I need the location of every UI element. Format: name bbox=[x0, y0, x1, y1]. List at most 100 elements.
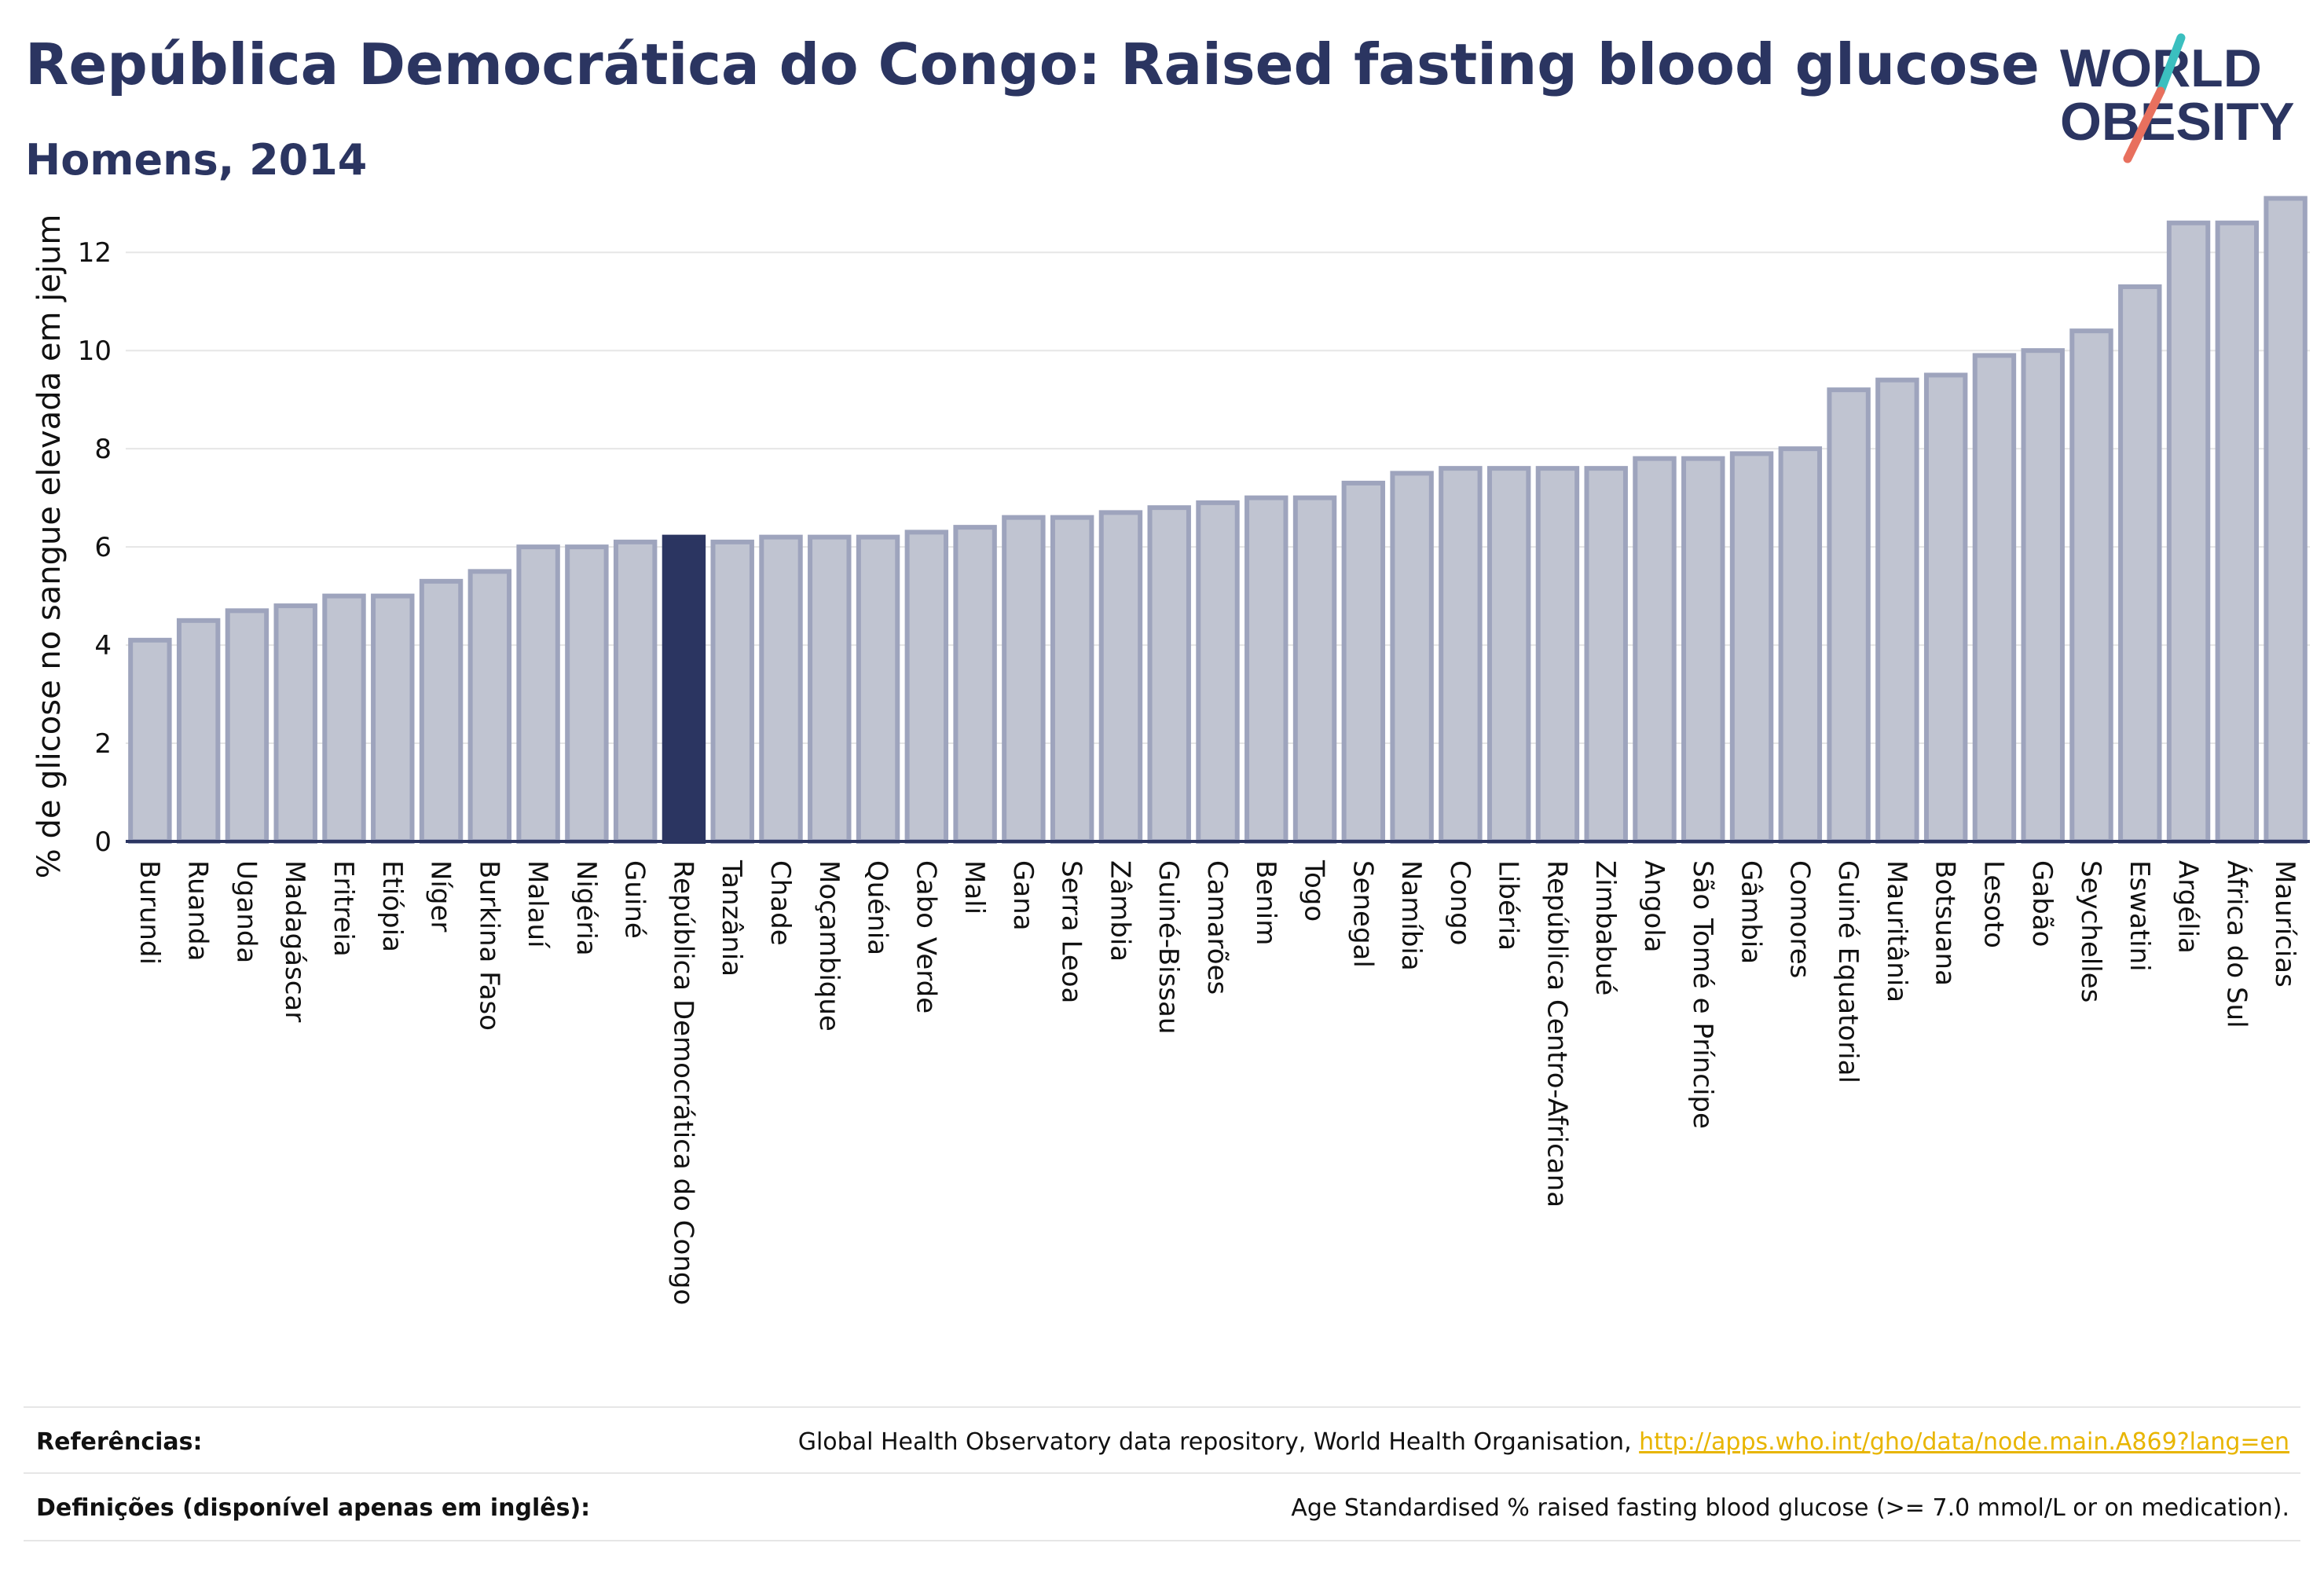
bars bbox=[128, 196, 2308, 845]
x-tick-label: São Tomé e Príncipe bbox=[1687, 860, 1718, 1129]
x-tick-label: Mauritânia bbox=[1881, 860, 1912, 1002]
bar bbox=[2264, 196, 2308, 845]
x-tick-label: Gabão bbox=[2026, 860, 2058, 947]
bar bbox=[1147, 505, 1191, 844]
x-tick-label: Lesoto bbox=[1978, 860, 2009, 948]
x-tick-label: Zâmbia bbox=[1104, 860, 1135, 962]
x-tick-label: Seychelles bbox=[2075, 860, 2106, 1002]
bar bbox=[856, 534, 900, 844]
bar bbox=[128, 637, 172, 845]
x-tick-label: Quénia bbox=[862, 860, 893, 955]
bar bbox=[322, 593, 366, 844]
bar bbox=[613, 539, 658, 845]
definitions-value: Age Standardised % raised fasting blood … bbox=[1291, 1494, 2289, 1522]
x-tick-label: Gâmbia bbox=[1736, 860, 1767, 964]
x-tick-label: Ruanda bbox=[182, 860, 214, 961]
bar bbox=[467, 569, 512, 844]
bar bbox=[1535, 466, 1580, 845]
references-text: Global Health Observatory data repositor… bbox=[797, 1428, 1640, 1456]
bar bbox=[273, 603, 317, 844]
y-tick-label: 0 bbox=[94, 826, 112, 858]
x-tick-label: Serra Leoa bbox=[1056, 860, 1087, 1003]
bar bbox=[1681, 456, 1725, 844]
bar bbox=[1050, 515, 1094, 845]
x-tick-label: Malauí bbox=[522, 860, 553, 949]
x-tick-label: Senegal bbox=[1347, 860, 1378, 968]
bar bbox=[1778, 446, 1823, 844]
bar bbox=[1390, 471, 1434, 844]
x-tick-label: Guiné bbox=[619, 860, 651, 939]
bar bbox=[1486, 466, 1531, 845]
bar bbox=[1633, 456, 1677, 844]
x-tick-label: Tanzânia bbox=[716, 859, 747, 977]
bar bbox=[2118, 284, 2162, 844]
x-tick-label: Cabo Verde bbox=[910, 860, 941, 1013]
x-tick-labels: Burundi Ruanda Uganda Madagáscar Eritreia Eti… bbox=[134, 859, 2300, 1305]
y-tick-label: 6 bbox=[94, 532, 112, 563]
chart-title: República Democrática do Congo: Raised f… bbox=[25, 31, 2040, 97]
x-tick-label: Congo bbox=[1444, 860, 1475, 945]
bar bbox=[1875, 377, 1919, 844]
x-tick-label: Gana bbox=[1007, 860, 1039, 931]
y-axis-title: % de glicose no sangue elevada em jejum bbox=[31, 214, 68, 879]
x-tick-label: Eritreia bbox=[328, 860, 359, 957]
y-tick-label: 12 bbox=[78, 237, 112, 269]
x-tick-label: Chade bbox=[764, 860, 796, 946]
logo-slash-top bbox=[2156, 33, 2186, 96]
x-tick-label: Nigéria bbox=[570, 860, 602, 956]
bar bbox=[1923, 372, 1968, 844]
x-tick-label: Botsuana bbox=[1930, 860, 1961, 986]
bar bbox=[1098, 510, 1143, 844]
x-tick-label: Burundi bbox=[134, 860, 165, 965]
x-tick-label: Camarões bbox=[1201, 860, 1233, 995]
y-tick-label: 4 bbox=[94, 630, 112, 662]
logo-slash-bottom bbox=[2123, 86, 2165, 163]
x-tick-label: República Democrática do Congo bbox=[667, 860, 698, 1305]
bar bbox=[1972, 353, 2017, 844]
bar bbox=[1292, 495, 1337, 844]
bar bbox=[2166, 220, 2211, 845]
references-label: Referências: bbox=[36, 1428, 203, 1456]
y-tick-label: 2 bbox=[94, 728, 112, 760]
x-tick-label: Mali bbox=[959, 860, 990, 914]
bar bbox=[904, 530, 949, 844]
x-tick-label: África do Sul bbox=[2220, 860, 2253, 1028]
bar bbox=[565, 544, 609, 844]
y-tick-label: 8 bbox=[94, 434, 112, 465]
y-tick-label: 10 bbox=[78, 335, 112, 367]
references-link[interactable]: http://apps.who.int/gho/data/node.main.A… bbox=[1639, 1428, 2289, 1456]
x-tick-label: Argélia bbox=[2172, 860, 2204, 954]
x-tick-label: Guiné-Bissau bbox=[1153, 860, 1184, 1034]
world-obesity-logo: WORLD OBESITY bbox=[2060, 33, 2295, 163]
bar bbox=[953, 525, 997, 844]
x-tick-label: Libéria bbox=[1493, 860, 1524, 951]
bar bbox=[808, 534, 852, 844]
bar bbox=[176, 618, 221, 844]
x-tick-label: Níger bbox=[425, 860, 456, 932]
bar bbox=[225, 608, 269, 844]
bar bbox=[1827, 387, 1871, 845]
bar bbox=[1439, 466, 1483, 845]
logo-word-obesity: OBESITY bbox=[2060, 92, 2295, 152]
x-tick-label: Benim bbox=[1250, 860, 1281, 945]
y-tick-labels: 0 2 4 6 8 10 12 bbox=[78, 237, 112, 858]
x-tick-label: Togo bbox=[1299, 859, 1330, 922]
x-tick-label: Etiópia bbox=[376, 860, 408, 952]
references-value: Global Health Observatory data repositor… bbox=[798, 1428, 2289, 1456]
x-tick-label: Angola bbox=[1638, 860, 1670, 952]
bar bbox=[1196, 500, 1240, 844]
x-tick-label: Zimbabué bbox=[1589, 860, 1621, 995]
x-tick-label: República Centro-Africana bbox=[1541, 860, 1572, 1208]
bar bbox=[2069, 328, 2113, 844]
bar bbox=[2215, 220, 2260, 845]
x-tick-label: Comores bbox=[1783, 860, 1815, 978]
x-tick-label: Burkina Faso bbox=[473, 860, 504, 1031]
x-tick-label: Madagáscar bbox=[279, 860, 310, 1022]
bar bbox=[1729, 451, 1774, 844]
x-tick-label: Namíbia bbox=[1395, 860, 1427, 971]
definitions-row: Definições (disponível apenas em inglês)… bbox=[24, 1472, 2300, 1541]
bar bbox=[759, 534, 803, 844]
bar bbox=[1341, 480, 1386, 844]
bar bbox=[710, 539, 754, 845]
definitions-label: Definições (disponível apenas em inglês)… bbox=[36, 1494, 591, 1522]
